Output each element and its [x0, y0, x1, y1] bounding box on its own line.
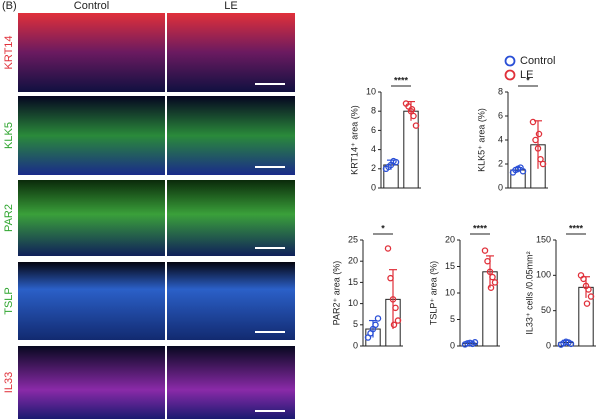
data-point [487, 284, 495, 291]
y-axis-label: KLK5⁺ area (%) [476, 108, 486, 172]
data-point [387, 274, 394, 282]
data-point [392, 158, 400, 166]
y-axis-label: IL33⁺ cells /0.05mm² [524, 251, 534, 334]
y-tick-label: 10 [366, 86, 376, 96]
column-header: LE [224, 0, 237, 12]
data-point [408, 106, 416, 113]
legend-label: Control [520, 55, 555, 67]
micrograph [18, 262, 165, 340]
y-tick-label: 15 [348, 277, 358, 287]
significance-label: **** [394, 75, 409, 85]
micrograph [18, 346, 165, 419]
y-tick-label: 10 [348, 298, 358, 308]
data-point [390, 321, 398, 329]
y-tick-label: 0 [371, 182, 376, 192]
data-point [587, 293, 595, 300]
legend-label: LE [520, 69, 533, 81]
y-tick-label: 0 [353, 340, 358, 350]
data-point [484, 257, 491, 265]
data-point [537, 155, 544, 163]
micrograph [167, 262, 295, 340]
data-point [486, 268, 494, 276]
significance-label: **** [569, 223, 584, 233]
y-tick-label: 4 [498, 134, 503, 144]
y-tick-label: 25 [348, 234, 358, 244]
data-point [583, 300, 591, 307]
data-point [394, 317, 402, 324]
y-tick-label: 10 [445, 287, 455, 297]
y-tick-label: 150 [536, 234, 551, 244]
y-tick-label: 5 [450, 314, 455, 324]
data-point [539, 160, 547, 168]
micrograph [18, 13, 165, 92]
y-tick-label: 6 [498, 110, 503, 120]
panel-label: (B) [2, 0, 17, 12]
y-axis-label: TSLP⁺ area (%) [428, 261, 438, 325]
data-point [489, 273, 496, 281]
y-tick-label: 5 [353, 319, 358, 329]
data-point [491, 279, 499, 286]
micrograph [167, 180, 295, 256]
significance-label: **** [473, 223, 488, 233]
micrograph [18, 180, 165, 256]
data-point [585, 286, 592, 293]
data-point [519, 167, 527, 175]
data-point [532, 136, 539, 144]
y-tick-label: 15 [445, 261, 455, 271]
micrograph [167, 13, 295, 92]
data-point [471, 339, 479, 346]
data-point [410, 112, 417, 120]
y-tick-label: 20 [348, 256, 358, 266]
data-point [529, 118, 537, 126]
y-tick-label: 8 [498, 86, 503, 96]
y-tick-label: 2 [498, 158, 503, 168]
data-point [372, 321, 379, 329]
data-point [567, 340, 575, 348]
bar [510, 169, 526, 189]
row-label: KRT14 [3, 35, 15, 69]
row-label: TSLP [3, 287, 15, 315]
significance-label: * [526, 75, 530, 85]
micrograph [167, 346, 295, 419]
data-point [580, 275, 587, 283]
y-tick-label: 0 [498, 182, 503, 192]
y-axis-label: PAR2⁺ area (%) [331, 261, 341, 326]
significance-label: * [381, 223, 385, 233]
row-label: IL33 [3, 372, 15, 393]
y-tick-label: 0 [450, 340, 455, 350]
y-tick-label: 100 [536, 270, 551, 280]
y-tick-label: 50 [541, 305, 551, 315]
data-point [534, 145, 542, 152]
legend-marker [504, 69, 516, 81]
micrograph [167, 96, 295, 175]
y-tick-label: 20 [445, 234, 455, 244]
data-point [481, 247, 489, 254]
data-point [374, 315, 382, 322]
column-header: Control [74, 0, 109, 12]
y-axis-label: KRT14⁺ area (%) [349, 105, 359, 175]
data-point [412, 122, 420, 129]
y-tick-label: 8 [371, 106, 376, 116]
data-point [535, 130, 543, 138]
y-tick-label: 6 [371, 125, 376, 135]
data-point [389, 296, 397, 303]
row-label: PAR2 [3, 204, 15, 232]
row-label: KLK5 [3, 122, 15, 149]
legend-marker [504, 55, 516, 67]
y-tick-label: 4 [371, 144, 376, 154]
micrograph [18, 96, 165, 175]
data-point [392, 304, 399, 312]
data-point [384, 245, 392, 252]
y-tick-label: 2 [371, 163, 376, 173]
y-tick-label: 0 [546, 340, 551, 350]
